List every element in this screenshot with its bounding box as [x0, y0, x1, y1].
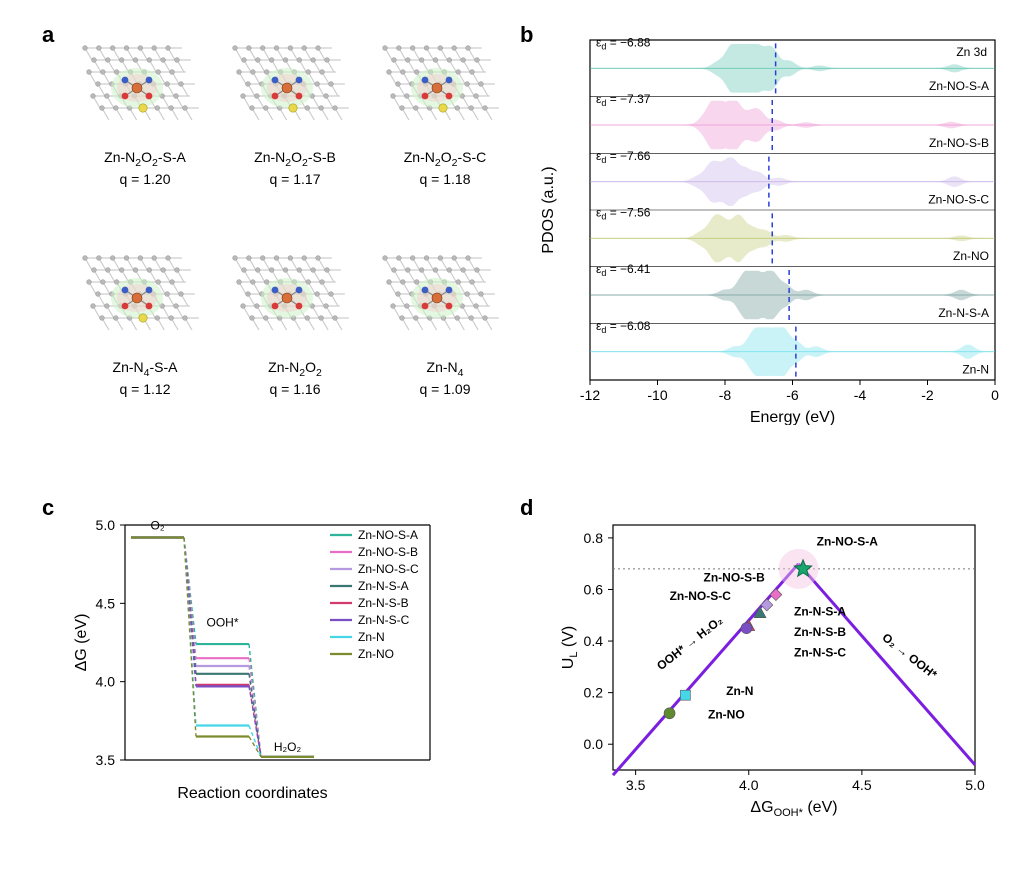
svg-text:O₂ → OOH*: O₂ → OOH* [880, 630, 940, 681]
svg-text:OOH* → H₂O₂: OOH* → H₂O₂ [654, 613, 725, 673]
svg-text:Zn-N2O2-S-C: Zn-N2O2-S-C [928, 192, 989, 206]
svg-text:Zn 3d: Zn 3d [956, 45, 987, 59]
svg-text:Zn-N2O2-S-A: Zn-N2O2-S-A [929, 79, 989, 93]
svg-text:Zn-N2O2-S-C: Zn-N2O2-S-C [358, 562, 419, 576]
svg-text:0.6: 0.6 [584, 581, 604, 597]
svg-text:εd = −6.41: εd = −6.41 [596, 262, 651, 278]
svg-text:εd = −6.88: εd = −6.88 [596, 36, 651, 52]
svg-text:Zn-N2O2: Zn-N2O2 [953, 249, 989, 263]
panel-d: 3.5 4.0 4.5 5.0 0.0 0.2 0.4 0.6 0.8 ΔGOOH* (eV) UL… [555, 510, 985, 830]
svg-text:0: 0 [991, 387, 999, 403]
svg-text:Reaction coordinates: Reaction coordinates [177, 785, 327, 802]
svg-text:Zn-N2O2-S-C: Zn-N2O2-S-C [670, 589, 732, 603]
svg-text:-10: -10 [647, 387, 667, 403]
lattice-label-2: Zn-N2O2-S-Cq = 1.18 [370, 148, 520, 189]
lattice-label-1: Zn-N2O2-S-Bq = 1.17 [220, 148, 370, 189]
svg-text:-2: -2 [921, 387, 934, 403]
svg-text:Zn-N2O2: Zn-N2O2 [708, 707, 745, 721]
svg-text:Zn-N2O2: Zn-N2O2 [358, 647, 394, 661]
svg-text:ΔGOOH* (eV): ΔGOOH* (eV) [750, 799, 837, 819]
lattice-5 [375, 250, 515, 355]
svg-text:Zn-N2O2-S-A: Zn-N2O2-S-A [358, 528, 418, 542]
svg-text:εd = −7.66: εd = −7.66 [596, 149, 651, 165]
svg-text:Zn-N4: Zn-N4 [962, 362, 989, 376]
svg-text:0.2: 0.2 [584, 685, 604, 701]
svg-text:-6: -6 [786, 387, 799, 403]
svg-text:Zn-N4-S-C: Zn-N4-S-C [358, 613, 410, 627]
svg-text:Zn-N2O2-S-A: Zn-N2O2-S-A [817, 535, 879, 549]
lattice-label-5: Zn-N4q = 1.09 [370, 358, 520, 399]
svg-text:Zn-N4-S-A: Zn-N4-S-A [794, 604, 846, 618]
svg-text:4.0: 4.0 [739, 777, 759, 793]
svg-text:O₂: O₂ [151, 519, 165, 533]
svg-text:Zn-N2O2-S-B: Zn-N2O2-S-B [358, 545, 418, 559]
svg-text:UL (V): UL (V) [560, 626, 580, 669]
svg-text:OOH*: OOH* [206, 616, 238, 630]
svg-text:ΔG (eV): ΔG (eV) [73, 614, 90, 672]
lattice-label-4: Zn-N2O2q = 1.16 [220, 358, 370, 399]
svg-text:PDOS (a.u.): PDOS (a.u.) [540, 166, 557, 253]
panel-b-label: b [520, 22, 533, 48]
panel-c: 3.5 4.0 4.5 5.0 ΔG (eV) Reaction coordinates O… [70, 510, 470, 830]
panel-d-label: d [520, 495, 533, 521]
lattice-0 [75, 40, 215, 145]
lattice-4 [225, 250, 365, 355]
svg-text:Zn-N4: Zn-N4 [358, 630, 385, 644]
svg-text:-12: -12 [580, 387, 600, 403]
lattice-3 [75, 250, 215, 355]
svg-text:4.5: 4.5 [96, 595, 116, 611]
svg-text:4.0: 4.0 [96, 674, 116, 690]
svg-text:3.5: 3.5 [96, 752, 116, 768]
svg-text:Zn-N2O2-S-B: Zn-N2O2-S-B [929, 136, 989, 150]
svg-text:-4: -4 [854, 387, 867, 403]
panel-b: -12 -10 -8 -6 -4 -2 0 Energy (eV) PDOS (a.u.) Zn … [535, 30, 1005, 425]
svg-text:εd = −7.37: εd = −7.37 [596, 92, 651, 108]
svg-text:-8: -8 [719, 387, 732, 403]
svg-text:0.8: 0.8 [584, 530, 604, 546]
svg-text:Zn-N4-S-B: Zn-N4-S-B [794, 625, 846, 639]
svg-text:Zn-N4-S-A: Zn-N4-S-A [938, 306, 989, 320]
svg-text:Zn-N2O2-S-B: Zn-N2O2-S-B [704, 571, 766, 585]
svg-text:4.5: 4.5 [852, 777, 872, 793]
svg-text:3.5: 3.5 [626, 777, 646, 793]
svg-text:εd = −7.56: εd = −7.56 [596, 206, 651, 222]
lattice-label-3: Zn-N4-S-Aq = 1.12 [70, 358, 220, 399]
svg-text:εd = −6.08: εd = −6.08 [596, 319, 651, 335]
panel-a-label: a [42, 22, 54, 48]
svg-text:5.0: 5.0 [96, 517, 116, 533]
svg-text:Zn-N4-S-C: Zn-N4-S-C [794, 646, 846, 660]
panel-c-label: c [42, 495, 54, 521]
svg-text:5.0: 5.0 [965, 777, 985, 793]
svg-text:Zn-N4: Zn-N4 [726, 684, 753, 698]
svg-text:Zn-N4-S-B: Zn-N4-S-B [358, 596, 409, 610]
lattice-label-0: Zn-N2O2-S-Aq = 1.20 [70, 148, 220, 189]
lattice-2 [375, 40, 515, 145]
svg-text:H₂O₂: H₂O₂ [274, 740, 302, 754]
svg-text:Energy (eV): Energy (eV) [750, 409, 835, 425]
lattice-1 [225, 40, 365, 145]
svg-text:Zn-N4-S-A: Zn-N4-S-A [358, 579, 409, 593]
svg-text:0.4: 0.4 [584, 633, 604, 649]
svg-text:0.0: 0.0 [584, 736, 604, 752]
